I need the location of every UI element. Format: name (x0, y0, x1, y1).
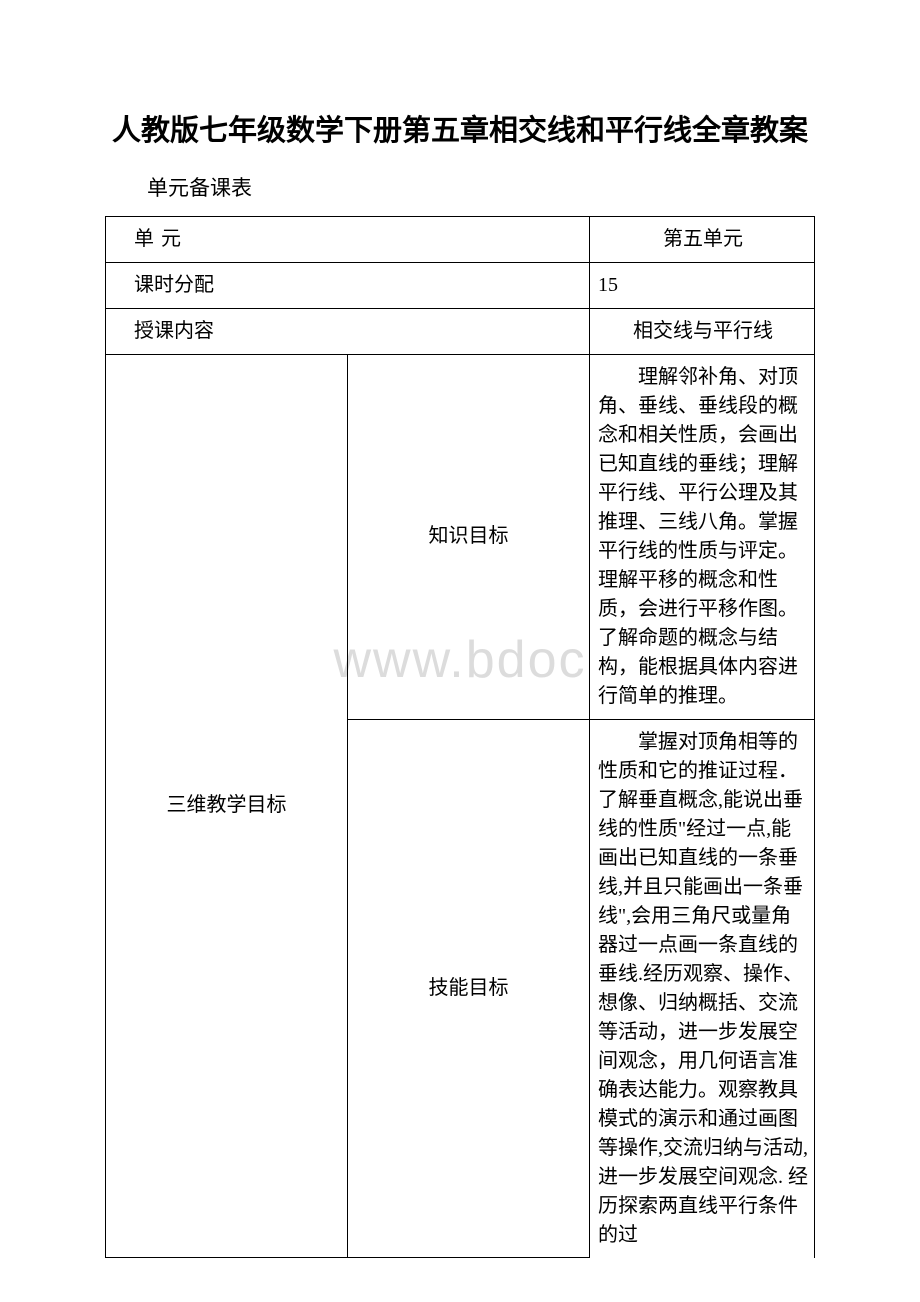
row-value: 15 (590, 262, 815, 308)
content-rest: 顶角、垂线、垂线段的概念和相关性质，会画出已知直线的垂线；理解平行线、平行公理及… (598, 366, 798, 707)
row-value: 相交线与平行线 (590, 308, 815, 354)
content-first-line: 理解邻补角、对 (638, 363, 778, 392)
row-label: 课时分配 (106, 262, 590, 308)
document-title: 人教版七年级数学下册第五章相交线和平行线全章教案 (105, 110, 815, 154)
table-row: 课时分配 15 (106, 262, 815, 308)
table-row: 单 元 第五单元 (106, 216, 815, 262)
objective-label: 知识目标 (348, 354, 590, 719)
objective-label: 技能目标 (348, 719, 590, 1258)
objective-content: 掌握对顶角相等的性质和它的推证过程．了解垂直概念,能说出垂线的性质"经过一点,能… (590, 719, 815, 1258)
row-value: 第五单元 (590, 216, 815, 262)
content-rest: 的性质和它的推证过程．了解垂直概念,能说出垂线的性质"经过一点,能画出已知直线的… (598, 731, 808, 1246)
table-row: 授课内容 相交线与平行线 (106, 308, 815, 354)
row-label: 授课内容 (106, 308, 590, 354)
lesson-plan-table: 单 元 第五单元 课时分配 15 授课内容 相交线与平行线 三维教学目标 知识目… (105, 216, 815, 1259)
objectives-group-label: 三维教学目标 (106, 354, 348, 1258)
objective-content: 理解邻补角、对顶角、垂线、垂线段的概念和相关性质，会画出已知直线的垂线；理解平行… (590, 354, 815, 719)
row-label: 单 元 (106, 216, 590, 262)
content-first-line: 掌握对顶角相等 (638, 728, 778, 757)
document-content: 人教版七年级数学下册第五章相交线和平行线全章教案 单元备课表 单 元 第五单元 … (105, 110, 815, 1258)
table-row: 三维教学目标 知识目标 理解邻补角、对顶角、垂线、垂线段的概念和相关性质，会画出… (106, 354, 815, 719)
document-subtitle: 单元备课表 (147, 172, 815, 202)
